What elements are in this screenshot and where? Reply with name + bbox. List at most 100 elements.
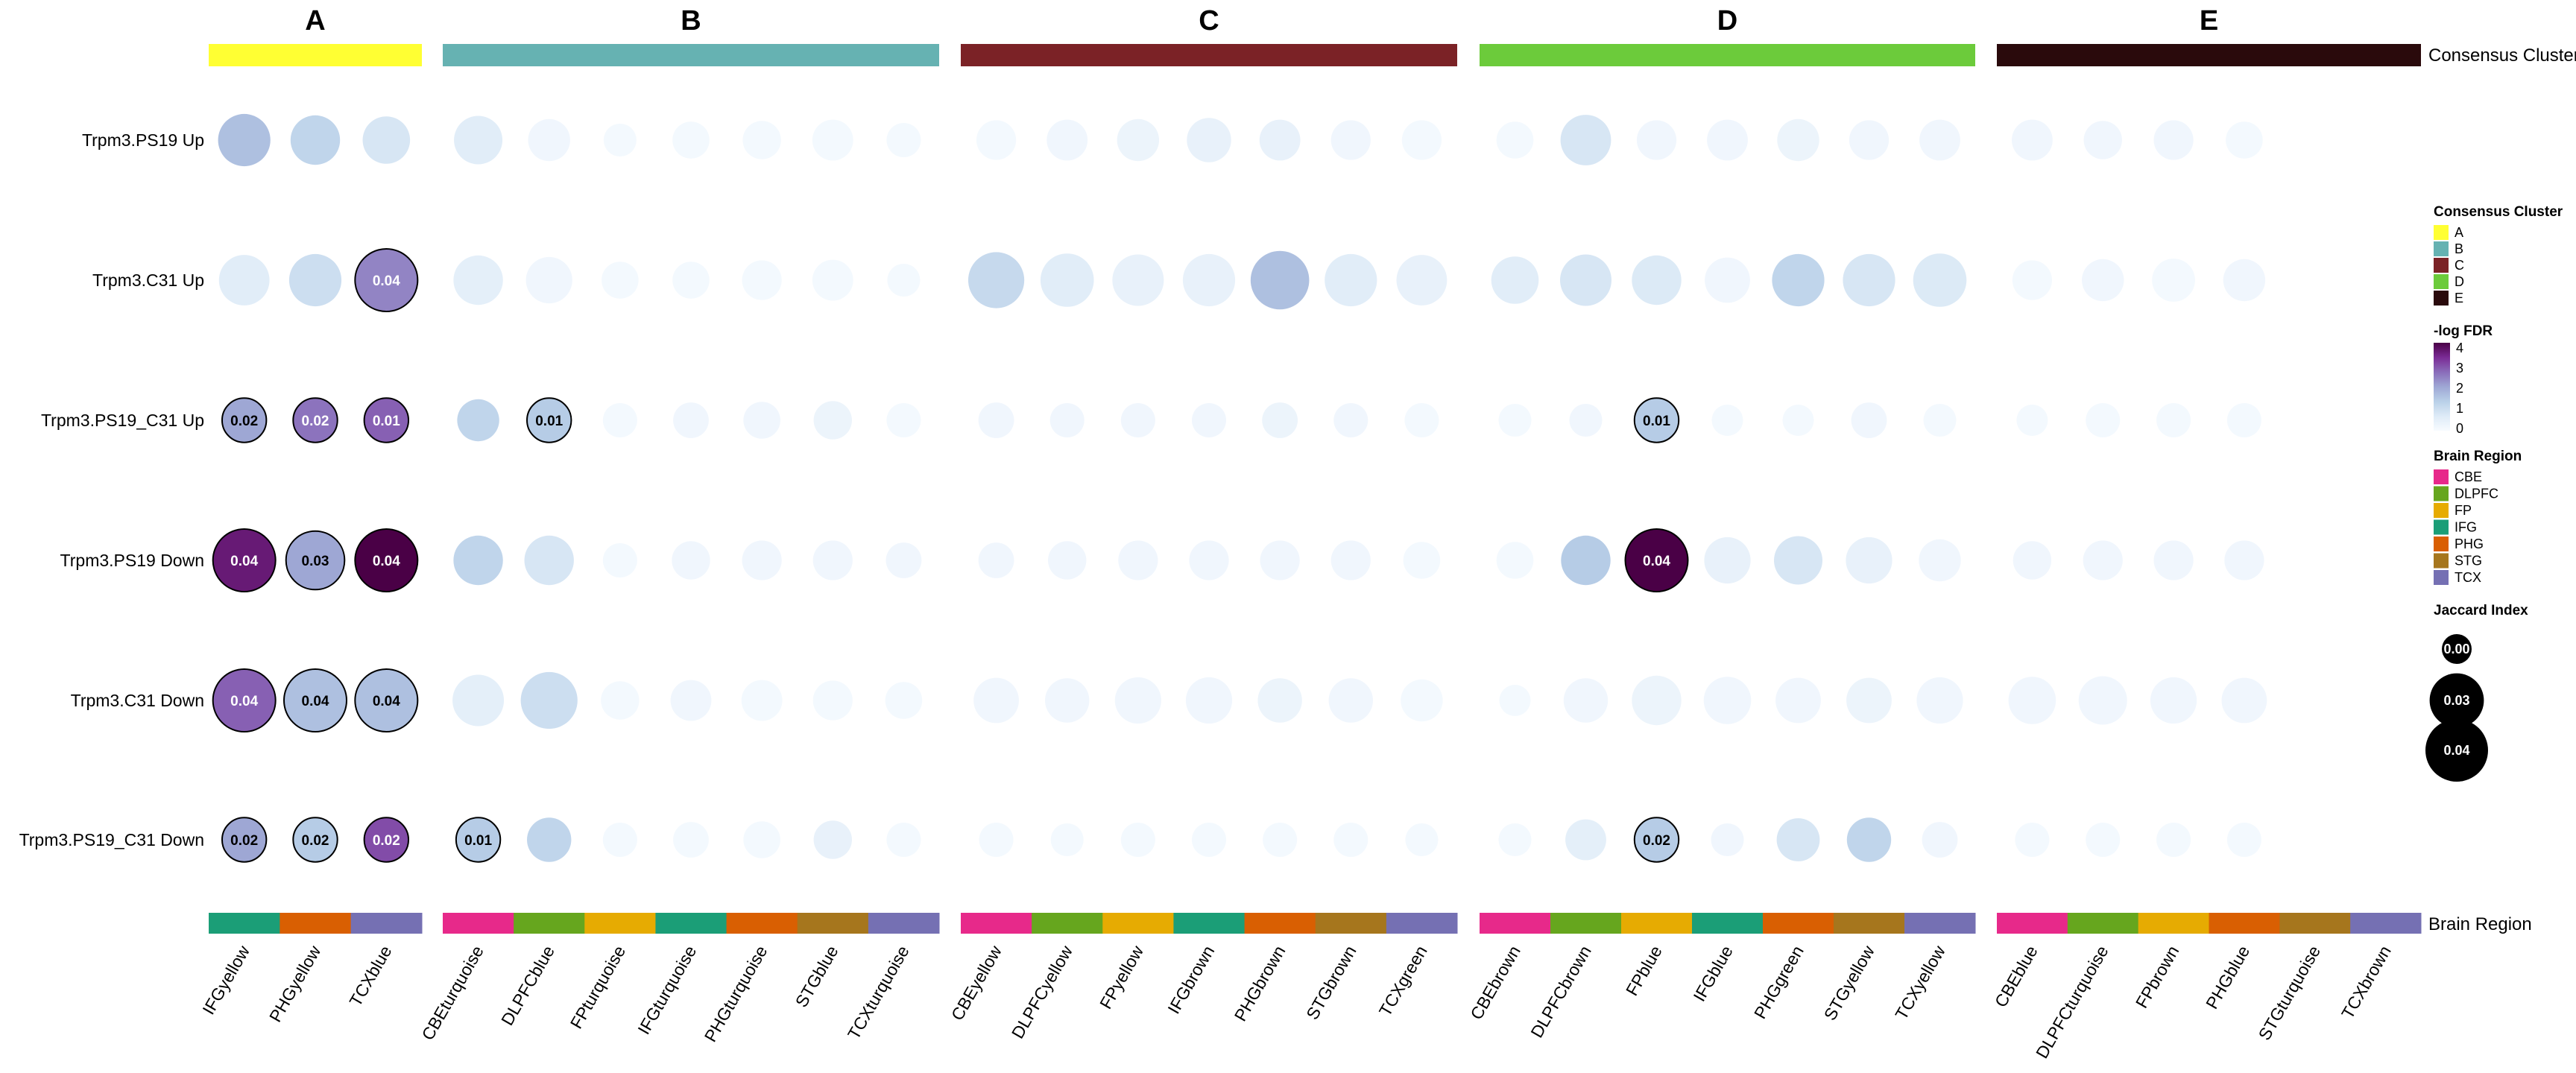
region-cell — [280, 913, 352, 934]
region-cell — [584, 913, 656, 934]
legend-label: TCX — [2455, 570, 2481, 585]
legend-label: CBE — [2455, 469, 2482, 484]
color-scale-tick: 0 — [2456, 421, 2463, 436]
bubble — [363, 397, 410, 443]
bubble — [2008, 677, 2056, 724]
bubble — [813, 401, 852, 440]
bubble — [672, 262, 710, 299]
legend-label: STG — [2455, 554, 2482, 569]
row-label: Trpm3.PS19_C31 Down — [19, 830, 204, 849]
bubble — [1333, 823, 1368, 857]
bubble — [601, 681, 640, 720]
bubble — [673, 822, 709, 858]
bubble — [2226, 823, 2261, 857]
bubble — [2012, 541, 2052, 580]
bubble — [1704, 536, 1751, 584]
bubble — [1569, 404, 1603, 437]
bubble — [1325, 253, 1377, 307]
bubble — [1916, 677, 1963, 724]
bubble — [1705, 257, 1750, 303]
bubble — [1257, 678, 1302, 723]
region-cell — [1173, 913, 1246, 934]
bubble — [1846, 536, 1892, 584]
bubble — [1776, 818, 1820, 861]
bubble — [354, 528, 419, 592]
cluster-headers: A B C D E Consensus Cluster — [209, 5, 2576, 66]
bubble — [978, 402, 1014, 438]
jaccard-size-bubble — [2425, 719, 2488, 782]
column-label: CBEyellow — [947, 942, 1006, 1024]
bubble — [1923, 404, 1957, 437]
bubble — [1330, 540, 1371, 580]
region-cell — [1904, 913, 1976, 934]
color-scale-tick: 2 — [2456, 381, 2463, 396]
bubble — [1632, 675, 1682, 726]
bubble — [1491, 256, 1539, 304]
bubble — [2083, 121, 2122, 159]
bubble — [1404, 403, 1439, 437]
legend-label: PHG — [2455, 536, 2484, 551]
column-label: STGbrown — [1302, 943, 1360, 1023]
bubble-label: 0.04 — [373, 694, 400, 709]
bubble — [452, 674, 505, 727]
bottom-annotation-label: Brain Region — [2428, 914, 2532, 934]
region-cell — [2350, 913, 2422, 934]
column-label: PHGyellow — [265, 942, 325, 1025]
region-cell — [1102, 913, 1174, 934]
bubble — [221, 397, 268, 443]
column-label: DLPFCbrown — [1527, 943, 1595, 1042]
bubble — [2086, 823, 2121, 857]
bubble-label: 0.01 — [1643, 414, 1670, 429]
bubble — [1849, 120, 1890, 160]
bubble — [525, 256, 572, 304]
bubble — [672, 121, 710, 159]
bubble — [2083, 540, 2123, 580]
legend-swatch — [2434, 536, 2449, 551]
cluster-label: D — [1717, 5, 1737, 37]
bubble — [1846, 677, 1892, 724]
bubble — [527, 817, 572, 862]
cluster-bar — [961, 44, 1457, 66]
bubble — [1045, 678, 1090, 723]
region-cell — [1386, 913, 1458, 934]
bubble-label: 0.01 — [373, 414, 400, 429]
bubble — [1565, 819, 1606, 861]
column-label: TCXyellow — [1891, 942, 1949, 1023]
bubble-label: 0.04 — [373, 554, 400, 569]
bubble — [1330, 120, 1371, 160]
bubble — [1118, 540, 1158, 580]
bubble — [885, 682, 923, 719]
region-cell — [1244, 913, 1316, 934]
bubble-label: 0.04 — [230, 694, 258, 709]
cluster-bar — [209, 44, 422, 66]
bubble — [2012, 260, 2053, 300]
region-cell — [1315, 913, 1387, 934]
bubble — [1499, 685, 1531, 716]
bubble — [285, 530, 346, 591]
bubble — [1189, 540, 1229, 580]
bubble — [2156, 823, 2191, 857]
bubble — [2226, 121, 2263, 159]
bubble — [886, 403, 921, 437]
bubble — [2226, 403, 2261, 437]
column-label: FPblue — [1622, 943, 1666, 999]
bubble — [1112, 254, 1164, 306]
bubble — [1192, 403, 1226, 437]
bubble — [1846, 817, 1892, 862]
bubbles: 0.04 0.02 0.02 0.01 0.01 0.01 0.04 0.03 0.04 0.04… — [212, 113, 2267, 863]
bubble — [1263, 823, 1298, 857]
bubble — [742, 540, 782, 580]
legend-label: D — [2455, 274, 2464, 289]
column-label: STGturquoise — [2255, 943, 2324, 1044]
bubble — [603, 124, 637, 156]
legend-label: C — [2455, 258, 2464, 273]
legend-swatch — [2434, 519, 2449, 535]
region-cell — [1621, 913, 1693, 934]
cluster-label: A — [305, 5, 325, 37]
column-label: CBEblue — [1991, 943, 2042, 1011]
bubble — [2223, 259, 2266, 302]
bubble — [886, 123, 921, 157]
legend-label: B — [2455, 241, 2463, 256]
bubble-label: 0.02 — [302, 833, 329, 849]
legend-swatch — [2434, 553, 2449, 569]
